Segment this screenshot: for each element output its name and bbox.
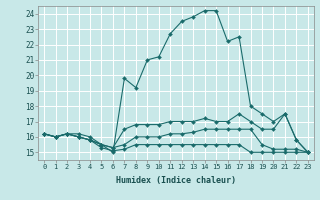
X-axis label: Humidex (Indice chaleur): Humidex (Indice chaleur) bbox=[116, 176, 236, 185]
